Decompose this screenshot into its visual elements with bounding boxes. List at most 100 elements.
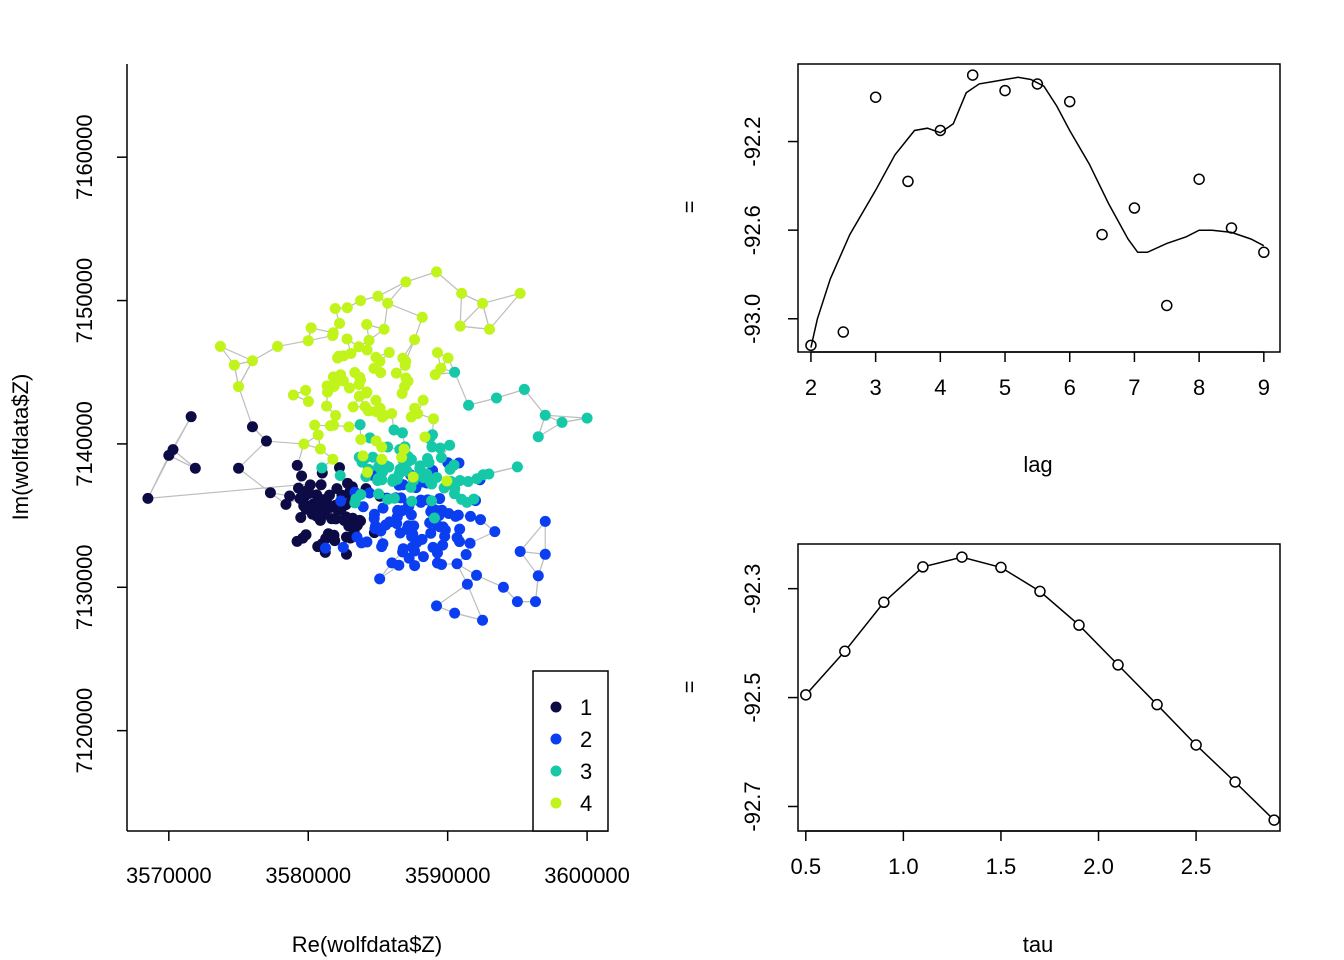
cluster-4-point: [333, 350, 345, 362]
cluster-4-point: [400, 372, 412, 384]
tau-point: [1073, 619, 1085, 631]
cluster-4-point: [441, 475, 453, 487]
cluster-3-point: [421, 453, 433, 465]
cluster-4-point: [327, 327, 339, 339]
cluster-2-point: [460, 549, 472, 561]
lag-point: [999, 84, 1011, 97]
cluster-4-point: [347, 401, 359, 413]
cluster-4-point: [330, 409, 342, 421]
tau-points: [800, 551, 1280, 826]
cluster-1-point: [294, 492, 306, 504]
cluster-3-point: [462, 476, 474, 488]
cluster-3-point: [435, 452, 447, 464]
network-edge: [147, 483, 309, 499]
cluster-4-point: [396, 451, 408, 463]
cluster-2-point: [351, 531, 363, 543]
cluster-2-point: [335, 495, 347, 507]
network-edge: [523, 389, 546, 416]
cluster-4-point: [419, 431, 431, 443]
cluster-2-point: [497, 581, 509, 593]
scatter-y-axis-label: Im(wolfdata$Z): [8, 374, 33, 521]
cluster-1-point: [320, 533, 332, 545]
cluster-3-point: [511, 461, 523, 473]
network-edge: [238, 467, 271, 494]
tau-x-tick-label: 2.0: [1083, 854, 1114, 879]
cluster-4-point: [363, 334, 375, 346]
lag-y-tick-label: -92.2: [740, 116, 765, 166]
lag-point: [1225, 222, 1238, 234]
lag-y-tick-label: -92.6: [740, 205, 765, 255]
cluster-4-point: [305, 322, 317, 334]
tau-point: [1268, 814, 1280, 826]
tau-point: [1151, 698, 1163, 711]
lag-smooth-line: [810, 76, 1265, 348]
tau-panel: 0.5 1.0 1.5 2.0 2.5 -92.7 -92.5 -92.3 tau =: [677, 543, 1281, 957]
cluster-3-point: [394, 463, 406, 475]
cluster-3-point: [456, 493, 468, 505]
cluster-4-point: [228, 359, 240, 371]
cluster-2-point: [539, 515, 551, 527]
lag-point: [1096, 228, 1108, 241]
legend-key-4: [550, 797, 562, 809]
cluster-3-point: [428, 512, 440, 524]
cluster-4-point: [376, 453, 388, 465]
cluster-4-point: [400, 276, 412, 288]
cluster-2-point: [377, 538, 389, 550]
cluster-4-point: [329, 378, 341, 390]
cluster-4-point: [399, 359, 411, 371]
cluster-4-point: [390, 367, 402, 379]
cluster-4-point: [360, 387, 372, 399]
tau-y-tick-label: -92.5: [740, 672, 765, 722]
scatter-x-tick-label: 3590000: [405, 863, 491, 888]
lag-x-tick-label: 7: [1128, 375, 1140, 400]
cluster-4-point: [341, 333, 353, 345]
cluster-2-point: [392, 504, 404, 516]
cluster-3-point: [426, 441, 438, 453]
network-edge: [436, 271, 462, 294]
cluster-3-point: [468, 493, 480, 505]
cluster-4-point: [370, 394, 382, 406]
cluster-4-point: [357, 450, 369, 462]
legend-key-3: [550, 765, 562, 777]
cluster-4-point: [355, 434, 367, 446]
cluster-2-point: [450, 510, 462, 522]
cluster-1-point: [291, 535, 303, 547]
scatter-y-tick-label: 7150000: [72, 258, 97, 344]
lag-y-axis-title: =: [677, 201, 702, 214]
cluster-2-point: [397, 543, 409, 555]
cluster-1-point: [302, 484, 314, 496]
lag-x-axis-label: lag: [1023, 452, 1052, 477]
cluster-3-point: [444, 439, 456, 451]
scatter-y-tick-label: 7140000: [72, 401, 97, 487]
network-edge: [519, 520, 546, 552]
cluster-4-point: [314, 443, 326, 455]
cluster-2-point: [449, 607, 461, 619]
cluster-4-point: [431, 266, 443, 278]
cluster-1-point: [264, 487, 276, 499]
cluster-3-point: [449, 366, 461, 378]
tau-point: [956, 551, 968, 563]
cluster-1-point: [300, 529, 312, 541]
cluster-4-point: [409, 334, 421, 346]
tau-point: [839, 645, 851, 658]
cluster-2-point: [511, 596, 523, 608]
cluster-2-point: [337, 541, 349, 553]
legend-label-4: 4: [580, 791, 592, 816]
cluster-2-point: [394, 527, 406, 539]
tau-x-tick-label: 2.5: [1181, 854, 1212, 879]
cluster-4-point: [383, 346, 395, 358]
cluster-1-point: [280, 498, 292, 510]
cluster-1-point: [233, 462, 245, 474]
cluster-3-point: [518, 383, 530, 395]
cluster-2-point: [425, 527, 437, 539]
cluster-1-point: [330, 513, 342, 525]
cluster-4-point: [312, 429, 324, 441]
cluster-2-point: [377, 502, 389, 514]
cluster-3-point: [387, 475, 399, 487]
cluster-4-point: [321, 400, 333, 412]
cluster-1-point: [189, 462, 201, 474]
lag-x-tick-label: 8: [1193, 375, 1205, 400]
cluster-4-point: [370, 351, 382, 363]
cluster-2-point: [357, 501, 369, 513]
